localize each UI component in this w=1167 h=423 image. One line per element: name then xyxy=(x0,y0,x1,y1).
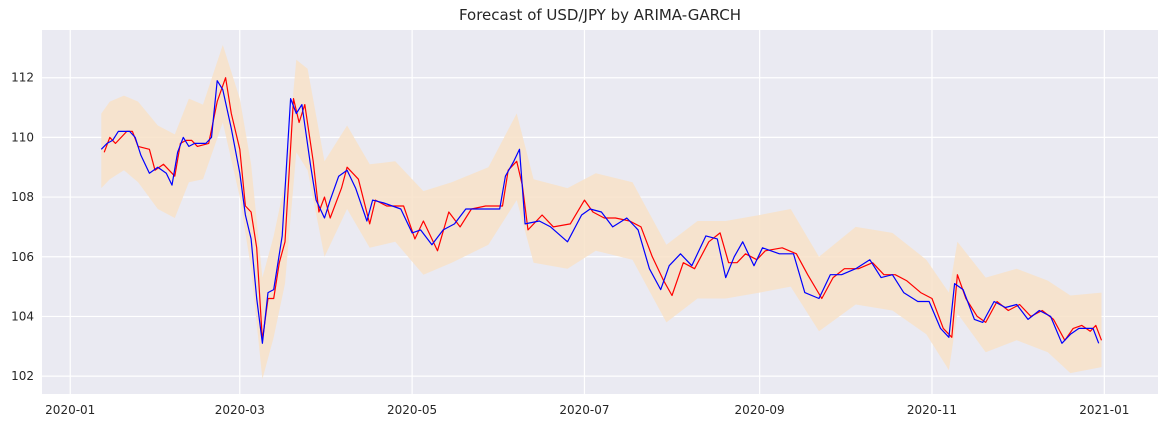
x-tick-label: 2020-11 xyxy=(907,403,957,417)
chart-title: Forecast of USD/JPY by ARIMA-GARCH xyxy=(459,6,741,24)
y-tick-label: 102 xyxy=(11,369,34,383)
x-tick-label: 2020-01 xyxy=(45,403,95,417)
y-axis-ticks: 102 104 106 108 110 112 xyxy=(11,71,34,383)
y-tick-label: 104 xyxy=(11,309,34,323)
x-tick-label: 2020-07 xyxy=(559,403,609,417)
actual-line xyxy=(103,77,1103,341)
x-tick-label: 2020-03 xyxy=(215,403,265,417)
forecast-line xyxy=(100,80,1100,344)
y-tick-label: 112 xyxy=(11,71,34,85)
y-tick-label: 108 xyxy=(11,190,34,204)
series-lines xyxy=(100,77,1103,344)
x-tick-label: 2020-09 xyxy=(735,403,785,417)
x-tick-label: 2021-01 xyxy=(1079,403,1129,417)
y-tick-label: 106 xyxy=(11,250,34,264)
y-tick-label: 110 xyxy=(11,130,34,144)
x-axis-ticks: 2020-01 2020-03 2020-05 2020-07 2020-09 2020-… xyxy=(45,403,1129,417)
x-tick-label: 2020-05 xyxy=(387,403,437,417)
